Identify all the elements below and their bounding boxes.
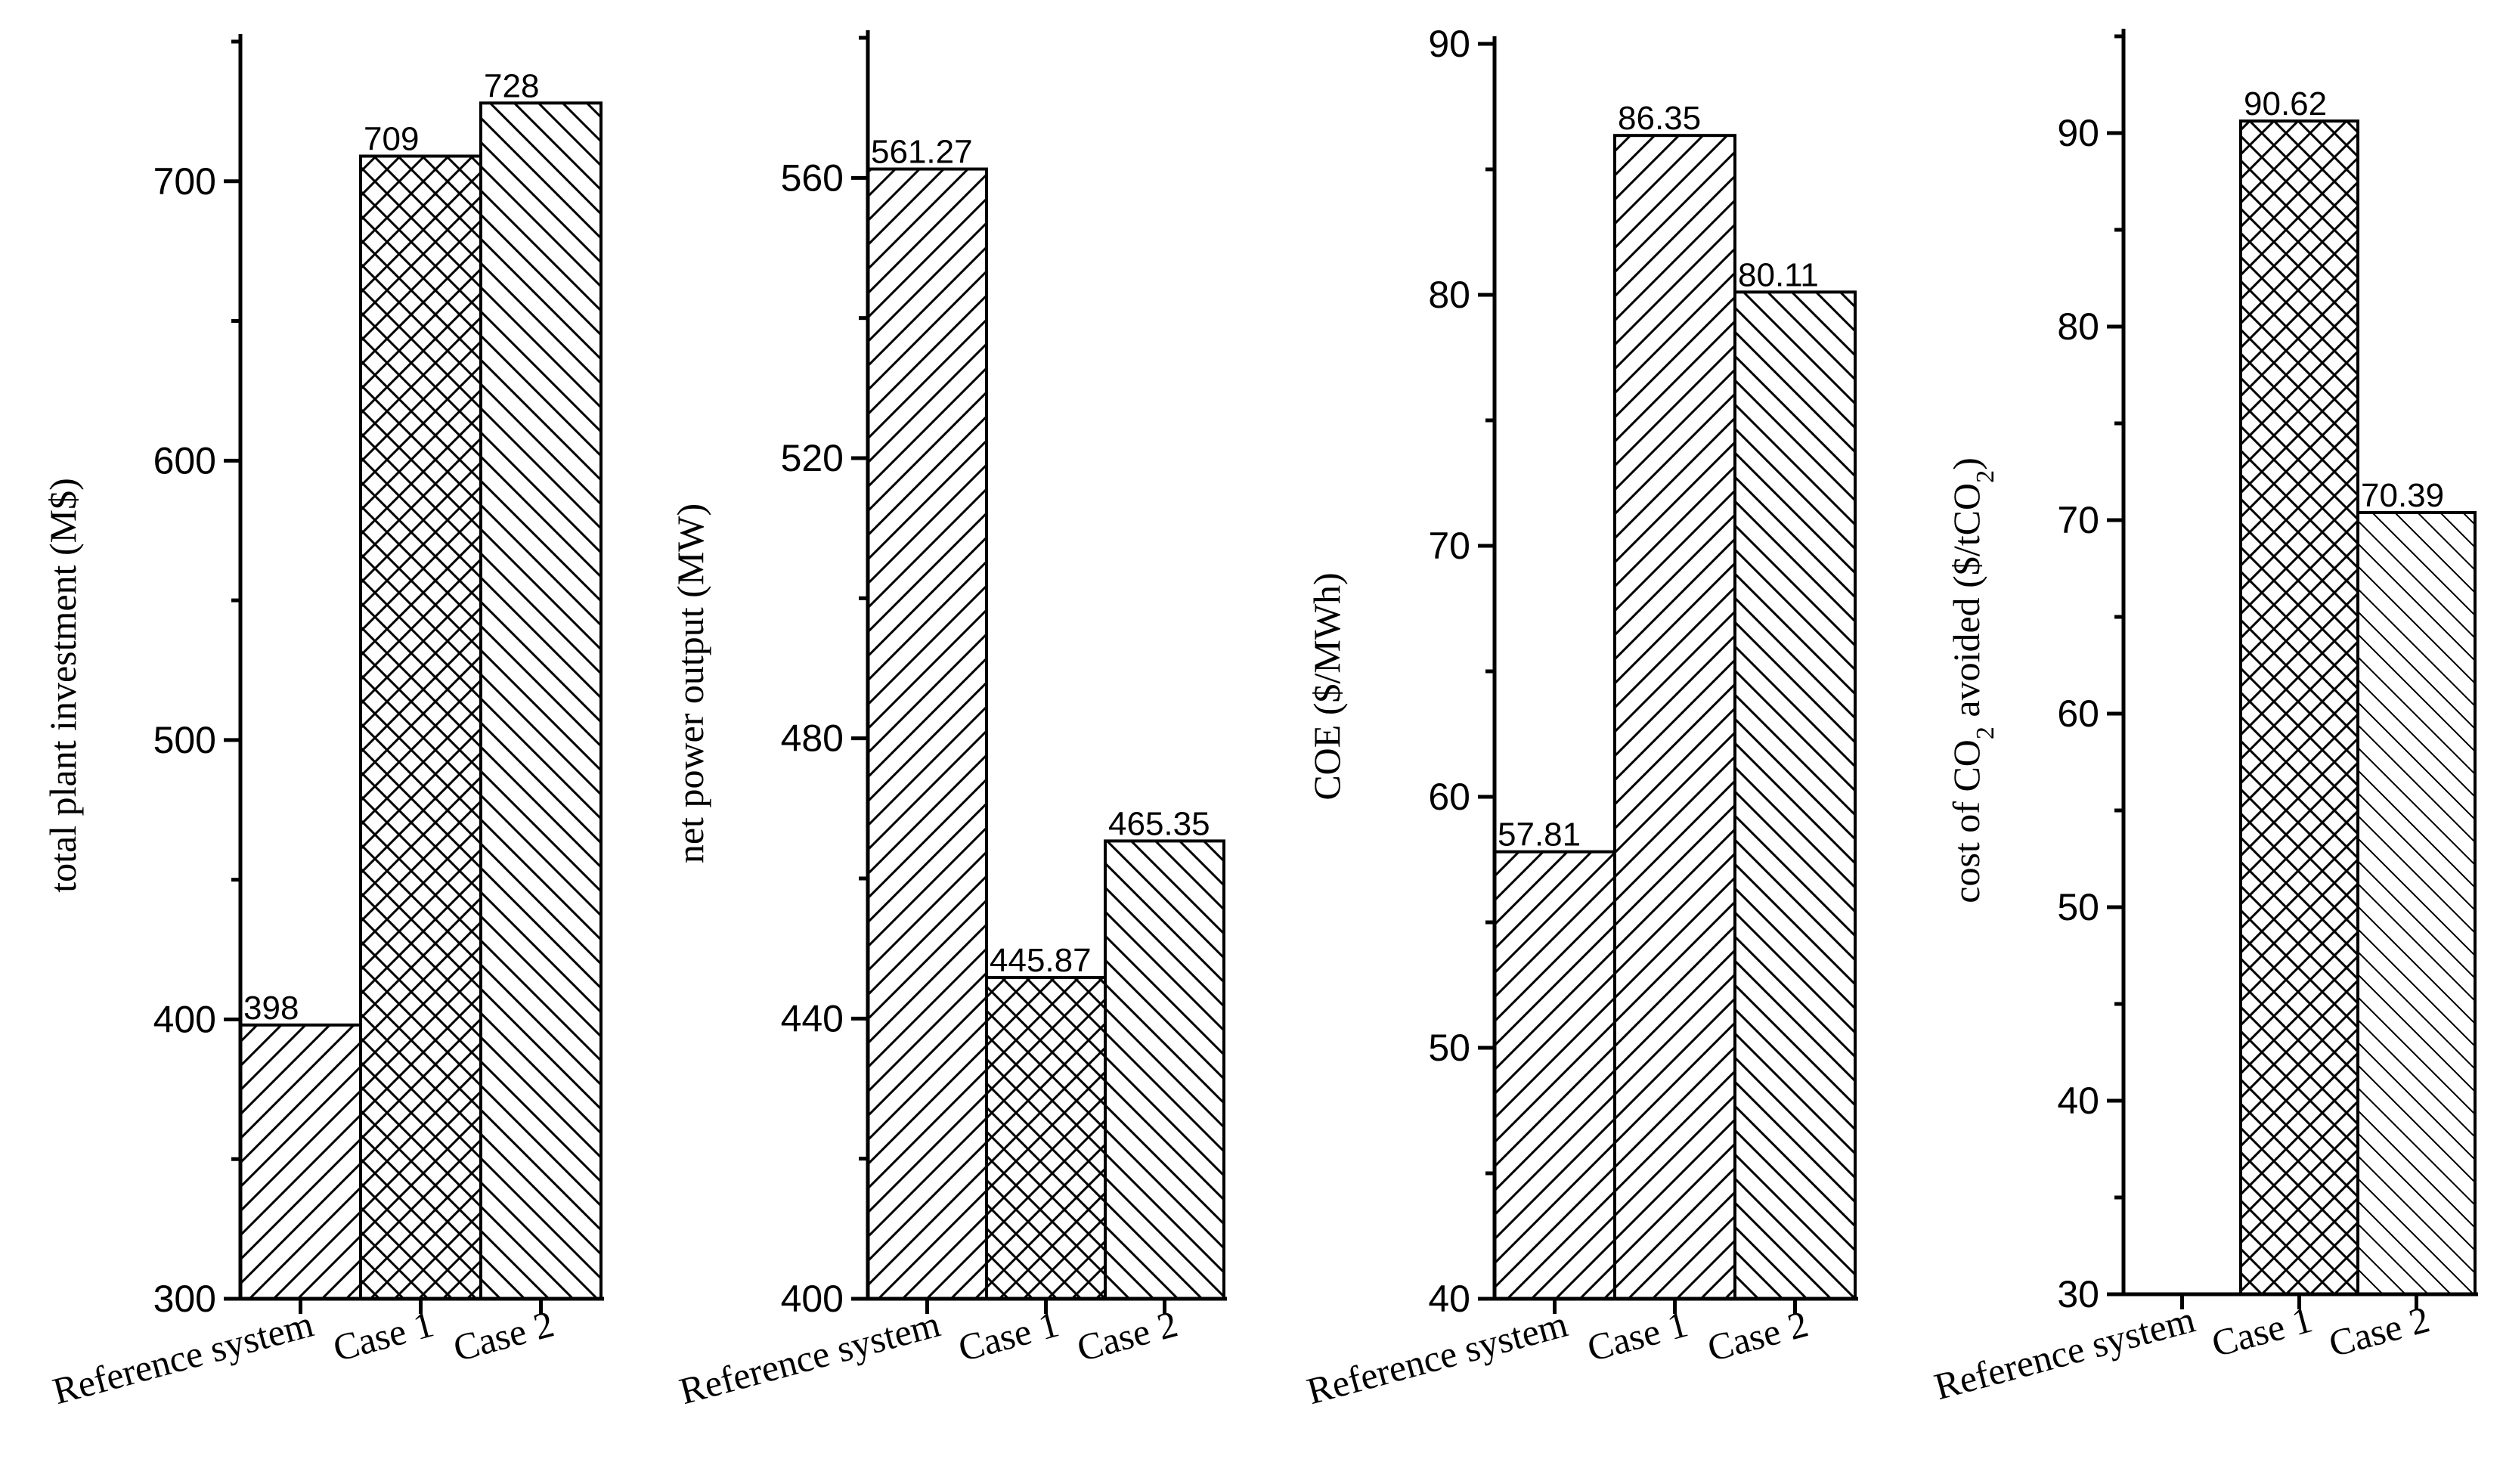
x-category-label: Case 2 [449,1303,559,1370]
bar-case-1 [1613,134,1736,1300]
y-tick-label: 700 [153,160,216,203]
y-tick-label: 90 [1428,23,1470,65]
y-tick-label: 40 [2057,1080,2099,1122]
data-label: 80.11 [1738,256,1819,293]
x-category-label: Case 1 [954,1303,1064,1370]
y-tick-label: 60 [2057,692,2099,735]
data-label: 561.27 [871,134,973,171]
y-tick-label: 480 [781,717,844,760]
y-axis-title: net power output (MW) [669,503,711,863]
y-tick-label: 90 [2057,112,2099,154]
y-tick-label: 600 [153,439,216,482]
y-tick-label: 40 [1428,1278,1470,1320]
y-tick-label: 50 [2057,886,2099,928]
x-category-label: Case 2 [1703,1303,1813,1370]
data-label: 398 [243,990,299,1027]
bar-case-2 [479,101,603,1300]
bar-case-1 [985,975,1107,1300]
data-label: 445.87 [990,942,1092,979]
y-tick-label: 560 [781,156,844,199]
bar-reference-system [239,1023,362,1301]
y-tick-label: 400 [781,1278,844,1320]
chart-panel-2: 561.27445.87465.35400440480520560Referen… [669,30,1227,1412]
data-label: 465.35 [1108,805,1210,842]
y-tick-label: 80 [1428,274,1470,316]
x-category-label: Case 1 [2207,1298,2317,1365]
y-tick-label: 70 [2057,499,2099,541]
y-tick-label: 70 [1428,525,1470,567]
y-tick-label: 500 [153,719,216,761]
bar-case-2 [2356,511,2477,1296]
x-category-label: Case 2 [2325,1298,2434,1365]
bar-case-2 [1104,839,1225,1300]
data-label: 728 [484,67,539,104]
y-tick-label: 60 [1428,776,1470,818]
y-tick-label: 400 [153,998,216,1040]
data-label: 90.62 [2244,85,2327,122]
y-tick-label: 520 [781,437,844,479]
y-tick-label: 30 [2057,1273,2099,1315]
bar-case-1 [359,154,482,1300]
y-axis-title: total plant investment (M$) [42,478,84,893]
y-axis-title: COE ($/MWh) [1306,572,1348,800]
y-tick-label: 50 [1428,1027,1470,1069]
bar-reference-system [1493,850,1616,1300]
bar-reference-system [866,167,988,1300]
data-label: 709 [364,121,419,158]
x-category-label: Case 1 [329,1303,438,1370]
y-tick-label: 300 [153,1278,216,1320]
x-category-label: Case 1 [1583,1303,1693,1370]
data-label: 86.35 [1618,100,1701,137]
bar-case-1 [2239,119,2359,1296]
y-axis-title: cost of CO2 avoided ($/tCO2) [1945,457,2000,903]
x-category-label: Case 2 [1073,1303,1182,1370]
bar-case-2 [1733,290,1857,1300]
data-label: 57.81 [1498,816,1581,854]
y-tick-label: 80 [2057,305,2099,348]
y-tick-label: 440 [781,997,844,1039]
data-label: 70.39 [2361,477,2444,514]
